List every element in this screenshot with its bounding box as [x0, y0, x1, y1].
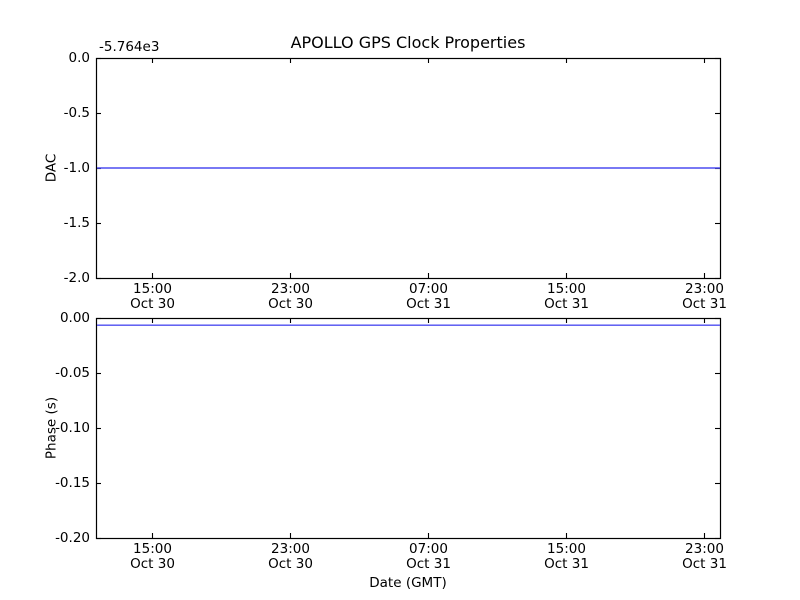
y-tick-label: -0.10: [55, 420, 90, 436]
x-tick-label: 23:00 Oct 31: [682, 541, 727, 572]
x-axis-label: Date (GMT): [369, 575, 447, 591]
y-tick-label: -1.5: [63, 215, 90, 231]
y-tick-label: -0.05: [55, 365, 90, 381]
x-tick-label: 15:00 Oct 30: [130, 281, 175, 312]
y-tick-label: 0.00: [59, 310, 90, 326]
chart-title: APOLLO GPS Clock Properties: [290, 33, 526, 52]
x-tick-label: 07:00 Oct 31: [406, 541, 451, 572]
y-axis-offset-label: -5.764e3: [99, 39, 160, 55]
x-tick-label: 15:00 Oct 30: [130, 541, 175, 572]
y-tick-label: -0.20: [55, 530, 90, 546]
y-tick-label: 0.0: [68, 50, 90, 66]
y-tick-label: -0.5: [63, 105, 90, 121]
x-tick-label: 15:00 Oct 31: [544, 281, 589, 312]
y-tick-label: -2.0: [63, 270, 90, 286]
x-tick-label: 15:00 Oct 31: [544, 541, 589, 572]
bottom-plot-border: [95, 317, 722, 540]
x-tick-label: 07:00 Oct 31: [406, 281, 451, 312]
y-tick-label: -1.0: [63, 160, 90, 176]
x-tick-label: 23:00 Oct 30: [268, 541, 313, 572]
x-tick-label: 23:00 Oct 30: [268, 281, 313, 312]
x-tick-label: 23:00 Oct 31: [682, 281, 727, 312]
y-tick-label: -0.15: [55, 475, 90, 491]
